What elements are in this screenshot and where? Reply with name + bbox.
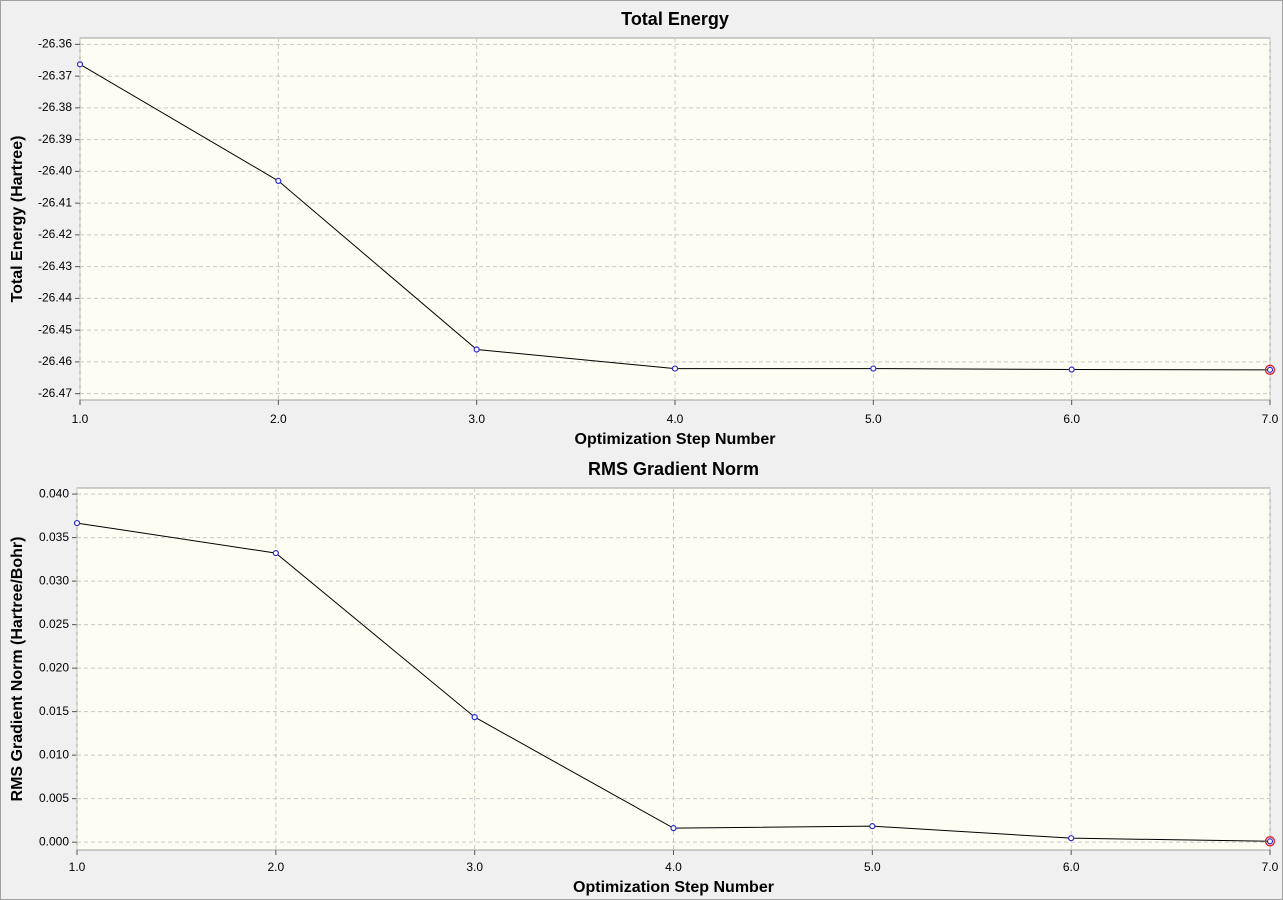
data-point [471, 714, 478, 721]
x-tick-label: 6.0 [1063, 412, 1080, 426]
x-tick-label: 5.0 [865, 412, 882, 426]
x-tick-label: 6.0 [1063, 860, 1080, 874]
y-tick-label: 0.035 [39, 530, 69, 544]
y-tick-label: -26.43 [38, 259, 72, 273]
x-tick-label: 4.0 [667, 412, 684, 426]
y-tick-label: -26.45 [38, 322, 72, 336]
y-tick-label: 0.010 [39, 747, 69, 761]
data-point [671, 365, 679, 372]
data-point [473, 346, 480, 353]
x-tick-label: 4.0 [665, 860, 682, 874]
x-tick-label: 1.0 [69, 860, 86, 874]
x-tick-label: 1.0 [72, 412, 89, 426]
x-axis-title: Optimization Step Number [575, 431, 776, 448]
x-tick-label: 2.0 [267, 860, 284, 874]
y-tick-label: -26.37 [38, 68, 72, 82]
x-axis-title: Optimization Step Number [573, 879, 774, 896]
y-axis-title: Total Energy (Hartree) [9, 136, 26, 303]
y-tick-label: 0.000 [39, 834, 69, 848]
y-axis-title: RMS Gradient Norm (Hartree/Bohr) [9, 537, 26, 802]
data-point [870, 365, 877, 372]
chart-title: RMS Gradient Norm [588, 459, 759, 479]
y-tick-label: -26.40 [38, 164, 72, 178]
data-point [869, 823, 876, 830]
current-point-highlight [1264, 364, 1276, 375]
data-point [1266, 366, 1274, 373]
y-tick-label: -26.38 [38, 100, 72, 114]
y-tick-label: 0.040 [39, 486, 69, 500]
x-tick-label: 3.0 [466, 860, 483, 874]
x-tick-label: 7.0 [1262, 860, 1279, 874]
x-tick-label: 7.0 [1262, 412, 1279, 426]
data-point [76, 61, 84, 68]
y-tick-label: -26.36 [38, 37, 72, 51]
data-point [670, 825, 677, 832]
y-tick-label: -26.44 [38, 291, 72, 305]
current-point-highlight [1264, 836, 1276, 847]
y-tick-label: 0.015 [39, 704, 69, 718]
y-tick-label: 0.005 [39, 791, 69, 805]
y-tick-label: -26.47 [38, 386, 72, 400]
y-tick-label: 0.025 [39, 617, 69, 631]
y-tick-label: -26.41 [38, 195, 72, 209]
chart-title: Total Energy [621, 9, 729, 29]
data-point [275, 177, 282, 184]
plot-area [76, 487, 1271, 851]
y-tick-label: 0.020 [39, 660, 69, 674]
y-tick-label: 0.030 [39, 573, 69, 587]
data-point [73, 519, 81, 527]
x-tick-label: 5.0 [864, 860, 881, 874]
data-point [1266, 838, 1274, 845]
x-tick-label: 2.0 [270, 412, 287, 426]
data-point [1068, 835, 1075, 842]
y-tick-label: -26.42 [38, 227, 72, 241]
y-tick-label: -26.46 [38, 354, 72, 368]
plot-area [79, 37, 1271, 401]
data-point [1068, 366, 1075, 373]
x-tick-label: 3.0 [468, 412, 485, 426]
data-point [272, 549, 279, 557]
y-tick-label: -26.39 [38, 132, 72, 146]
